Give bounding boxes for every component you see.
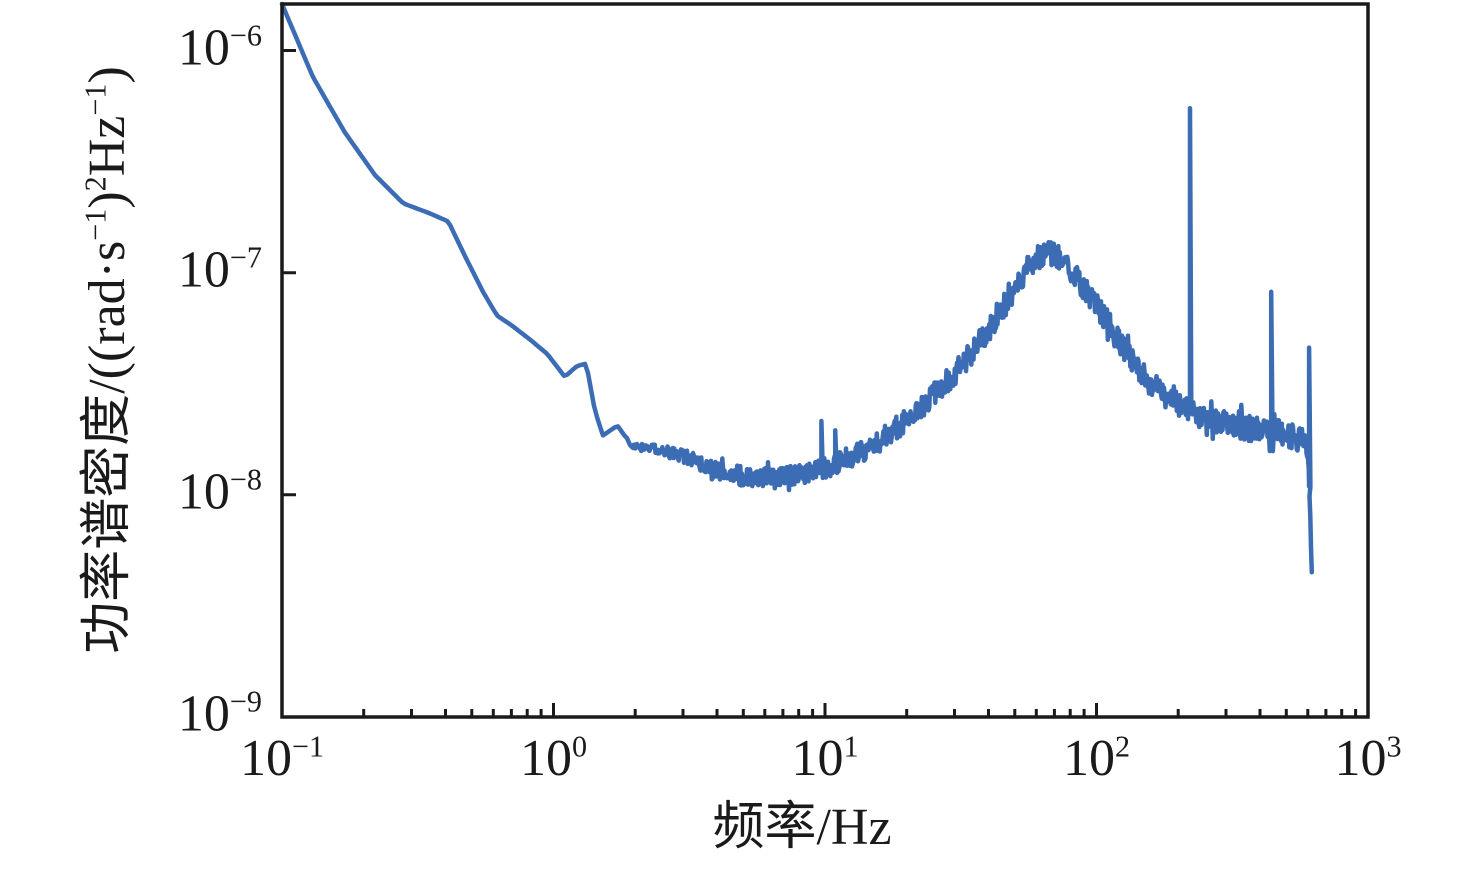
y-tick-label: 10−6 [177,18,262,76]
y-tick-label: 10−7 [177,240,262,299]
axis-ticks [280,49,1370,719]
x-tick-label: 102 [1062,729,1131,787]
x-tick-label: 10−1 [239,729,325,787]
x-axis-label: 频率/Hz [712,799,892,856]
x-tick-label: 103 [1334,729,1402,787]
y-axis-label: 功率谱密度/((rad·s−1)2Hz−1) [78,66,136,654]
x-tick-label: 100 [519,729,588,787]
y-tick-label: 10−8 [177,462,262,521]
y-tick-label: 10−9 [177,684,262,743]
psd-curve [279,1,1315,575]
plot-frame [280,2,1370,719]
x-tick-label: 101 [791,729,859,787]
